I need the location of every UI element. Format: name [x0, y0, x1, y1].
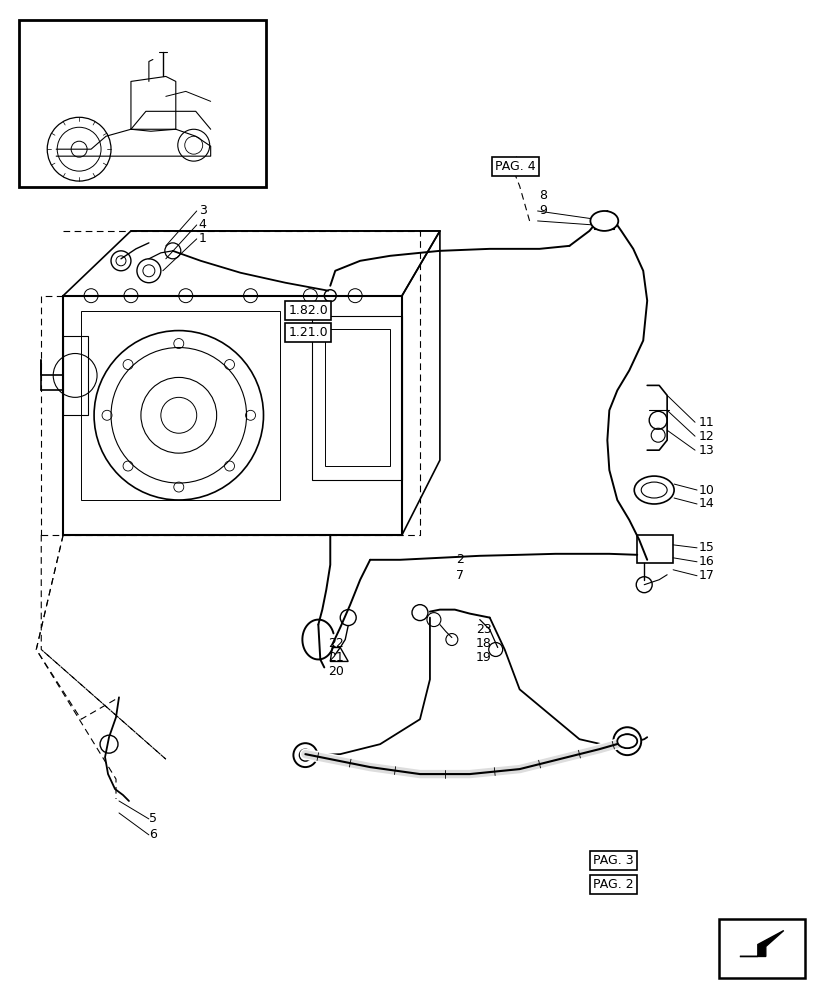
Ellipse shape [591, 211, 618, 231]
Bar [325, 329, 390, 466]
Text: 10: 10 [699, 484, 715, 497]
Text: 6: 6 [149, 828, 157, 841]
Text: 7: 7 [456, 569, 464, 582]
Text: PAG. 4: PAG. 4 [495, 160, 536, 173]
Text: 18: 18 [475, 637, 492, 650]
Bar [19, 20, 266, 187]
Text: 11: 11 [699, 416, 714, 429]
Text: 15: 15 [699, 541, 715, 554]
Bar [637, 535, 673, 563]
Text: 20: 20 [328, 665, 344, 678]
Text: PAG. 3: PAG. 3 [593, 854, 634, 867]
Text: 1: 1 [199, 232, 207, 245]
Bar [719, 919, 805, 978]
Text: 12: 12 [699, 430, 714, 443]
Circle shape [613, 727, 641, 755]
Text: PAG. 2: PAG. 2 [593, 878, 634, 891]
Text: 19: 19 [475, 651, 492, 664]
Ellipse shape [617, 734, 637, 748]
Text: 9: 9 [540, 204, 547, 217]
Text: 13: 13 [699, 444, 714, 457]
Text: 16: 16 [699, 555, 714, 568]
Text: 1.82.0: 1.82.0 [288, 304, 328, 317]
Bar [312, 316, 402, 480]
Text: 21: 21 [328, 651, 344, 664]
Text: 22: 22 [328, 637, 344, 650]
Polygon shape [740, 931, 784, 956]
Bar [63, 296, 402, 535]
Text: 5: 5 [149, 812, 157, 825]
Text: 14: 14 [699, 497, 714, 510]
Text: 23: 23 [475, 623, 492, 636]
Bar [81, 311, 280, 500]
Text: 2: 2 [456, 553, 464, 566]
Text: 8: 8 [540, 189, 548, 202]
Text: 17: 17 [699, 569, 715, 582]
Text: 3: 3 [199, 204, 207, 217]
Text: 4: 4 [199, 218, 207, 231]
Bar [63, 336, 88, 415]
Circle shape [293, 743, 317, 767]
Text: 1.21.0: 1.21.0 [288, 326, 328, 339]
